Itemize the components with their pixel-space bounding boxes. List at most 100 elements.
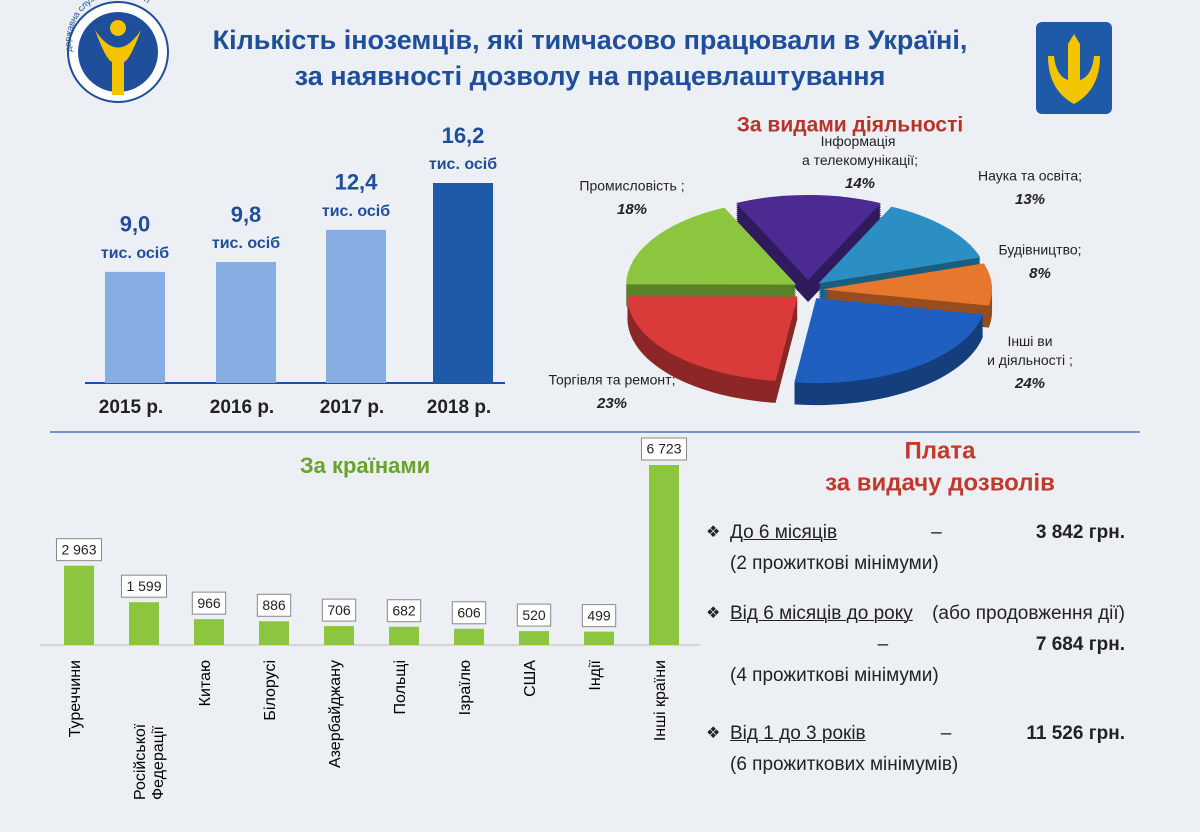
bar — [259, 621, 289, 645]
slice-value: 14% — [845, 175, 875, 192]
fee-head: ❖ Від 1 до 3 років — [706, 718, 866, 749]
x-tick-label: Туреччини — [67, 660, 84, 738]
unit-label: тис. осіб — [212, 235, 280, 252]
bar — [105, 271, 165, 383]
slice-value: 24% — [1014, 375, 1045, 392]
title: за наявності дозволу на працевлаштування — [295, 61, 886, 91]
slice-label: Промисловість ; — [579, 178, 684, 194]
x-tick-label: Індії — [587, 660, 604, 691]
value-label-box — [191, 591, 227, 615]
bar — [194, 619, 224, 645]
value-label: 9,8 — [231, 202, 262, 227]
fee-head: ❖ До 6 місяців — [706, 517, 838, 548]
bullet: ❖ — [706, 725, 721, 742]
x-tick-label: Китаю — [197, 660, 214, 707]
unit-label: тис. осіб — [429, 156, 497, 173]
chart-title: За видами діяльності — [737, 114, 963, 137]
value-label: 682 — [392, 602, 416, 618]
x-tick-label: Російської Федерації — [132, 723, 167, 800]
fee-line: ❖ До 6 місяців – 3 842 грн. — [706, 517, 1125, 548]
x-tick-label: 2015 р. — [99, 397, 163, 418]
x-tick-label: Ізраїлю — [457, 660, 474, 716]
value-label-box — [516, 603, 552, 627]
fee-line: ❖ Від 6 місяців до року (або продовження д… — [706, 598, 1125, 629]
unit-label: тис. осіб — [322, 203, 390, 220]
fee-line: ❖ Від 1 до 3 років – 11 526 грн. — [706, 718, 1125, 749]
fee-amount: 11 526 грн. — [1026, 723, 1125, 744]
value-label: 886 — [262, 597, 286, 613]
value-label-box — [640, 437, 688, 461]
bar — [454, 628, 484, 645]
bar — [584, 631, 614, 645]
x-tick-label: 2017 р. — [320, 397, 384, 418]
slice-label: Будівництво; — [998, 242, 1081, 258]
logo-figure — [95, 30, 141, 95]
fee-period: Від 6 місяців до року — [730, 603, 913, 624]
bar — [326, 229, 386, 383]
slice — [818, 206, 981, 284]
bullet: ❖ — [706, 524, 721, 541]
value-label: 9,0 — [120, 212, 151, 237]
bullet: ❖ — [706, 605, 721, 622]
slice-value: 8% — [1029, 265, 1051, 282]
fee-note: (6 прожиткових мінімумів) — [730, 754, 959, 775]
value-label: 1 599 — [126, 578, 161, 594]
x-tick-label: Азербайджану — [327, 660, 344, 769]
slice-value: 13% — [1015, 191, 1045, 208]
value-label-box — [120, 574, 168, 598]
value-label: 16,2 — [442, 123, 485, 148]
value-label-box — [386, 599, 422, 623]
value-label: 966 — [197, 595, 221, 611]
value-label: 6 723 — [646, 441, 681, 457]
x-tick-label: 2018 р. — [427, 397, 491, 418]
x-tick-label: Польщі — [392, 660, 409, 715]
fee-head: ❖ Від 6 місяців до року — [706, 598, 913, 629]
x-tick-label: Білорусі — [262, 660, 279, 721]
bar — [216, 262, 276, 383]
slice-label: Інші ви и діяльності ; — [987, 333, 1073, 368]
fee-note: (4 прожиткові мінімуми) — [730, 665, 939, 686]
bar — [129, 602, 159, 645]
separator: – — [877, 634, 889, 655]
value-label-box — [256, 593, 292, 617]
fee-amount: 7 684 грн. — [1035, 634, 1125, 655]
slice — [821, 263, 992, 306]
fee-extra: (або продовження дії) — [932, 603, 1125, 624]
unit-label: тис. осіб — [101, 245, 169, 262]
bar — [433, 183, 493, 383]
bar — [649, 465, 679, 645]
fees-title: Плата — [905, 437, 977, 464]
bar — [64, 565, 94, 645]
logo-head — [110, 20, 126, 36]
value-label: 606 — [457, 604, 481, 620]
slice-label-line: Інші ви — [1007, 333, 1052, 349]
slice-label-line: и діяльності ; — [987, 352, 1073, 368]
slice — [736, 195, 881, 281]
slice — [626, 207, 797, 285]
fee-period: До 6 місяців — [730, 522, 838, 543]
fee-item: ❖ Від 1 до 3 років – 11 526 грн. (6 прожитко… — [706, 718, 1125, 780]
fee-period: Від 1 до 3 років — [730, 723, 866, 744]
slice-label-line: Інформація — [821, 133, 900, 149]
value-label-box — [55, 538, 103, 562]
x-tick-label: Інші країни — [652, 660, 669, 742]
separator: – — [940, 723, 952, 744]
separator: – — [931, 522, 942, 543]
slice-label: Торгівля та ремонт; — [549, 372, 676, 388]
slice-label: Наука та освіта; — [978, 168, 1082, 184]
x-tick-label: 2016 р. — [210, 397, 274, 418]
value-label: 706 — [327, 602, 351, 618]
trident — [1048, 34, 1100, 104]
slice-value: 23% — [596, 395, 627, 412]
value-label-box — [321, 598, 357, 622]
value-label: 520 — [522, 607, 546, 623]
slice — [794, 298, 984, 384]
fee-line: – 7 684 грн. — [730, 629, 1125, 660]
slice-label: Інформація а телекомунікації; — [802, 133, 918, 168]
chart-title: За країнами — [300, 453, 430, 478]
bar — [519, 631, 549, 645]
value-label: 499 — [587, 607, 611, 623]
slice-label-line: а телекомунікації; — [802, 152, 918, 168]
title: Кількість іноземців, які тимчасово працю… — [213, 25, 968, 55]
